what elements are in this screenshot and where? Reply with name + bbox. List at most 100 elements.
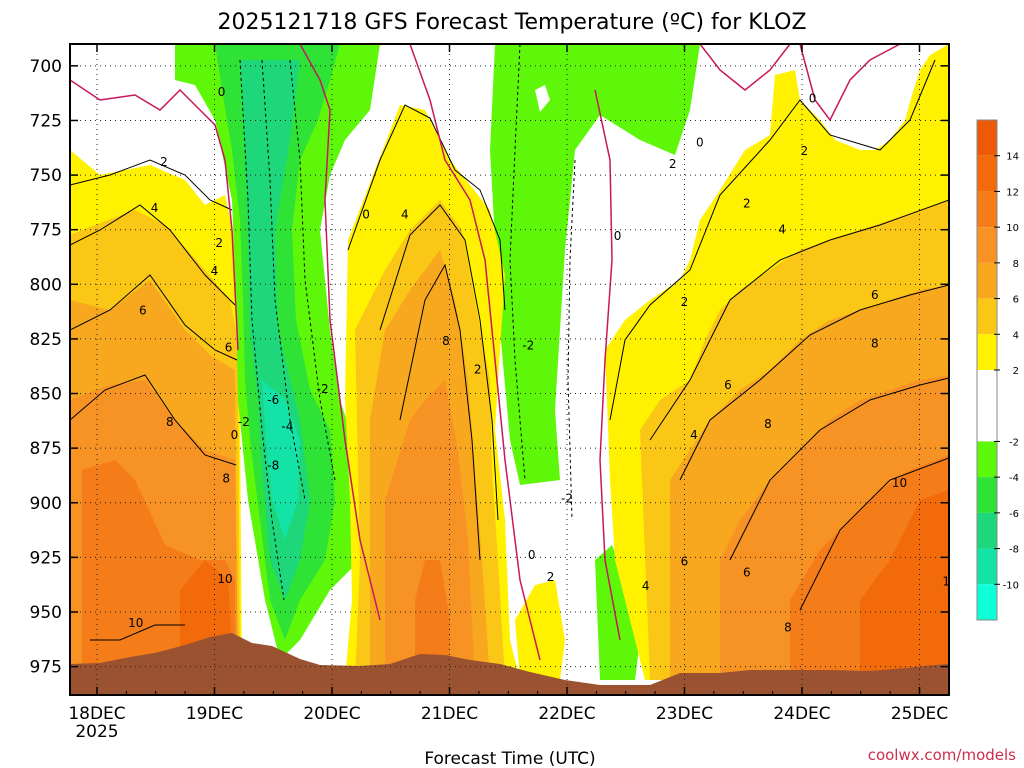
y-tick-label: 825	[30, 330, 62, 350]
green-region-21-22dec	[490, 44, 700, 680]
contour-label: 0	[362, 207, 370, 221]
contour-label: 4	[151, 201, 159, 215]
contour-label: 2	[547, 570, 555, 584]
colorbar-label: 14	[1006, 152, 1019, 163]
colorbar-label: 2	[1013, 366, 1019, 377]
colorbar-bin	[977, 334, 997, 370]
contour-label: 2	[743, 196, 751, 210]
colorbar-bin	[977, 120, 997, 156]
x-tick-label: 20DEC	[303, 704, 360, 724]
contour-label: 0	[528, 548, 536, 562]
x-tick-label: 21DEC	[421, 704, 478, 724]
time-gridlines	[96, 44, 920, 695]
contour-label: -2	[522, 338, 534, 352]
contour-label: 8	[871, 336, 879, 350]
contour-label: 10	[892, 476, 907, 490]
x-tick-label: 25DEC	[891, 704, 948, 724]
y-tick-label: 800	[30, 275, 62, 295]
cold-region-19-20dec	[175, 44, 380, 660]
contour-label: 2	[160, 155, 168, 169]
source-credit[interactable]: coolwx.com/models	[868, 746, 1016, 764]
x-tick-label: 18DEC	[68, 704, 125, 724]
contour-label: 6	[139, 304, 147, 318]
y-tick-label: 975	[30, 658, 62, 678]
warm-region-21dec	[345, 105, 565, 680]
colorbar-bin	[977, 512, 997, 549]
x-axis: 18DEC 19DEC 20DEC 21DEC 22DEC 23DEC 24DEC 25DEC…	[68, 44, 950, 742]
contour-label: 8	[442, 334, 450, 348]
colorbar-label: 10	[1006, 223, 1019, 234]
contour-label: 4	[642, 579, 650, 593]
y-tick-label: 725	[30, 111, 62, 131]
contour-label: 4	[690, 428, 698, 442]
contour-label: 0	[809, 92, 817, 106]
terrain	[70, 633, 949, 695]
contour-label: -6	[267, 393, 279, 407]
colorbar-label: -4	[1009, 473, 1019, 484]
contour-label: 2	[669, 157, 677, 171]
contour-label: 4	[401, 207, 409, 221]
colorbar-bin	[977, 584, 997, 620]
x-tick-label: 23DEC	[656, 704, 713, 724]
contour-label: 6	[681, 555, 689, 569]
contour-label: -4	[281, 419, 293, 433]
colorbar-bin	[977, 262, 997, 299]
colorbar-label: 6	[1013, 295, 1019, 306]
contour-label: -2	[561, 491, 573, 505]
colorbar-label: 12	[1006, 187, 1019, 198]
contour-label: 0	[218, 85, 226, 99]
colorbar-bin	[977, 227, 997, 263]
contour-label: 6	[871, 288, 879, 302]
colorbar-bin	[977, 370, 997, 442]
contour-label: -2	[317, 382, 329, 396]
contour-label: 0	[231, 428, 239, 442]
x-tick-label: 24DEC	[773, 704, 830, 724]
colorbar-bin	[977, 155, 997, 192]
contour-label: 2	[474, 363, 482, 377]
x-tick-label: 22DEC	[538, 704, 595, 724]
x-year-label: 2025	[75, 722, 118, 742]
contour-label: 6	[743, 566, 751, 580]
y-tick-label: 850	[30, 385, 62, 405]
contour-label: 10	[217, 572, 232, 586]
y-tick-label: 700	[30, 57, 62, 77]
contour-label: 6	[225, 341, 233, 355]
contour-label: 4	[778, 223, 786, 237]
contour-label: 0	[614, 229, 622, 243]
contour-label: -2	[238, 415, 250, 429]
colorbar-label: -8	[1009, 545, 1019, 556]
y-tick-label: 750	[30, 166, 62, 186]
contour-label: 2	[681, 295, 689, 309]
contour-label: 2	[801, 144, 809, 158]
contour-label: 8	[764, 417, 772, 431]
colorbar-label: -6	[1009, 509, 1019, 520]
y-tick-label: 900	[30, 494, 62, 514]
y-tick-label: 775	[30, 221, 62, 241]
contour-lines	[70, 59, 949, 641]
y-tick-label: 875	[30, 439, 62, 459]
colorbar-bin	[977, 441, 997, 478]
warm-region-18dec	[70, 150, 242, 680]
contour-label: 8	[222, 472, 230, 486]
contour-label: 0	[696, 135, 704, 149]
contour-label: 4	[211, 264, 219, 278]
contour-label: 6	[724, 378, 732, 392]
contour-label: 8	[784, 620, 792, 634]
colorbar-label: 4	[1013, 330, 1019, 341]
contour-label: 8	[166, 415, 174, 429]
chart-title: 2025121718 GFS Forecast Temperature (ºC)…	[217, 10, 806, 35]
x-tick-label: 19DEC	[186, 704, 243, 724]
y-tick-label: 950	[30, 603, 62, 623]
warm-region-23-25dec	[605, 44, 949, 680]
contour-label: 10	[128, 616, 143, 630]
contour-label: 2	[215, 236, 223, 250]
colorbar-bin	[977, 477, 997, 513]
x-axis-label: Forecast Time (UTC)	[424, 749, 595, 768]
colorbar-bin	[977, 548, 997, 585]
colorbar-bin	[977, 298, 997, 335]
colorbar-label: -2	[1009, 437, 1019, 448]
colorbar: 14 12 10 8 6 4 2 -2 -4 -6 -8 -10	[976, 119, 1019, 621]
